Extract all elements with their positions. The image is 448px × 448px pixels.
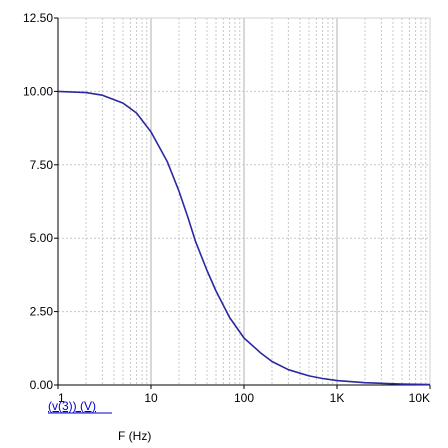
x-axis-title: F (Hz) [118, 429, 151, 443]
y-axis: 0.00 2.50 5.00 7.50 10.00 12.50 [23, 11, 58, 392]
x-tick-label: 1 [58, 391, 65, 405]
y-tick-label: 2.50 [30, 305, 54, 319]
y-tick-label: 0.00 [30, 378, 54, 392]
grid [58, 18, 430, 385]
x-tick-label: 1K [330, 391, 345, 405]
y-tick-label: 5.00 [30, 231, 54, 245]
y-tick-label: 7.50 [30, 158, 54, 172]
x-tick-label: 10K [409, 391, 430, 405]
series-layer [57, 90, 431, 386]
y-tick-label: 12.50 [23, 11, 53, 25]
series-label: (v(3)) (V) [48, 399, 96, 413]
y-tick-label: 10.00 [23, 84, 53, 98]
series-line [57, 90, 431, 386]
x-tick-label: 100 [234, 391, 254, 405]
x-tick-label: 10 [144, 391, 158, 405]
x-axis: 1 10 100 1K 10K [57, 385, 431, 405]
